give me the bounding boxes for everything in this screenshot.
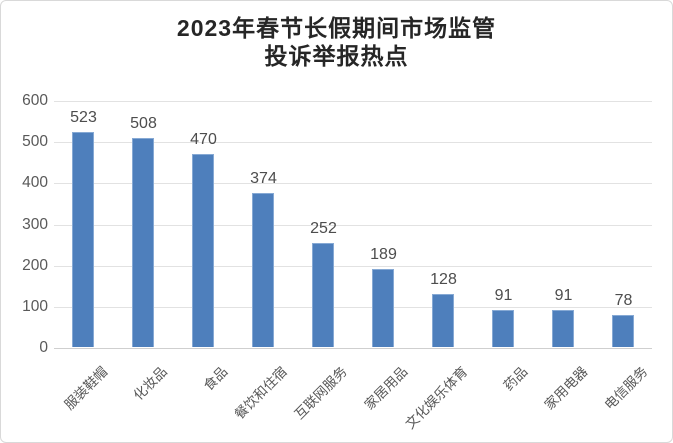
value-label-服装鞋帽: 523: [70, 108, 97, 126]
y-tick-label-300: 300: [22, 215, 48, 233]
bar-互联网服务: [311, 243, 334, 347]
bar-化妆品: [131, 137, 154, 347]
gridline-0: [54, 348, 652, 349]
bar-家用电器: [551, 309, 574, 347]
value-label-文化娱乐体育: 128: [430, 271, 457, 289]
gridline-500: [54, 142, 652, 144]
x-tick-label-食品: 食品: [200, 363, 230, 394]
value-label-互联网服务: 252: [310, 220, 337, 238]
x-tick-label-互联网服务: 互联网服务: [291, 363, 350, 423]
bar-药品: [491, 309, 514, 347]
bar-食品: [191, 153, 214, 347]
y-axis: 0 100 200 300 400 500 600: [1, 92, 48, 356]
value-label-餐饮和住宿: 374: [250, 170, 277, 188]
gridline-100: [54, 306, 652, 308]
bar-餐饮和住宿: [251, 193, 274, 347]
x-tick-label-餐饮和住宿: 餐饮和住宿: [231, 363, 290, 423]
bar-家居用品: [371, 269, 394, 347]
bar-文化娱乐体育: [431, 294, 454, 347]
y-tick-label-100: 100: [22, 297, 48, 315]
chart-title: 2023年春节长假期间市场监管 投诉举报热点: [1, 14, 672, 70]
value-label-家用电器: 91: [554, 286, 573, 304]
value-label-药品: 91: [494, 286, 513, 304]
y-tick-label-500: 500: [22, 133, 48, 151]
value-label-家居用品: 189: [370, 246, 397, 264]
x-tick-label-家居用品: 家居用品: [361, 363, 410, 413]
y-tick-label-400: 400: [22, 174, 48, 192]
y-tick-label-600: 600: [22, 92, 48, 109]
value-label-电信服务: 78: [614, 291, 633, 309]
bar-电信服务: [611, 314, 634, 347]
x-tick-label-电信服务: 电信服务: [601, 363, 650, 413]
gridline-400: [54, 183, 652, 185]
chart-title-line2: 投诉举报热点: [264, 43, 409, 70]
y-tick-label-0: 0: [39, 339, 48, 356]
x-axis: 服装鞋帽 化妆品 食品 餐饮和住宿 互联网服务 家居用品 文化娱乐体育 药品 家用电器 电信服务: [54, 348, 652, 438]
x-tick-label-家用电器: 家用电器: [541, 363, 590, 413]
plot-area: 523 508 470 374 252 189 128 91 91 78: [54, 101, 652, 349]
value-label-化妆品: 508: [130, 114, 157, 132]
value-label-食品: 470: [190, 130, 217, 148]
x-tick-label-服装鞋帽: 服装鞋帽: [61, 363, 110, 413]
y-tick-label-200: 200: [22, 256, 48, 274]
x-tick-label-文化娱乐体育: 文化娱乐体育: [402, 363, 470, 432]
chart-title-line1: 2023年春节长假期间市场监管: [176, 15, 497, 41]
x-tick-label-药品: 药品: [500, 363, 530, 394]
gridline-300: [54, 224, 652, 226]
gridline-600: [54, 101, 652, 102]
gridline-200: [54, 265, 652, 267]
x-tick-label-化妆品: 化妆品: [130, 363, 170, 404]
bar-服装鞋帽: [71, 131, 94, 347]
